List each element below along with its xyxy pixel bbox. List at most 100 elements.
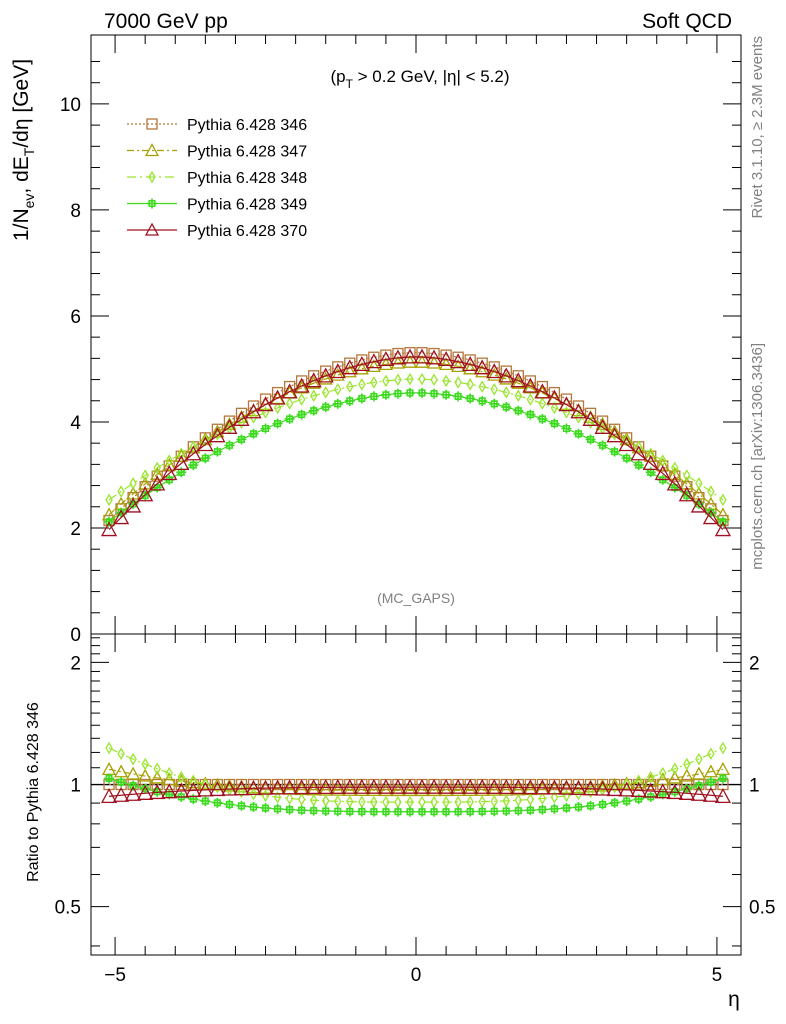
data-point <box>418 372 426 386</box>
ratio-point <box>390 783 406 797</box>
ratio-point <box>248 802 259 813</box>
ratio-point <box>514 793 523 807</box>
data-point <box>451 358 466 372</box>
ratio-point <box>165 766 173 780</box>
legend-entry: Pythia 6.428 349 <box>127 197 307 214</box>
ratio-point <box>141 757 149 771</box>
ratio-point <box>356 806 367 817</box>
ratio-point <box>222 778 237 792</box>
data-point <box>487 367 502 381</box>
data-point <box>318 371 333 385</box>
data-point <box>454 376 462 389</box>
ratio-point <box>126 766 141 780</box>
data-point <box>522 377 539 393</box>
data-point <box>392 388 403 399</box>
ratio-point <box>320 805 331 816</box>
data-point <box>249 411 258 424</box>
data-point <box>463 361 478 375</box>
data-point <box>501 402 512 413</box>
data-point <box>513 405 524 416</box>
data-point <box>489 398 500 409</box>
data-point <box>702 509 719 525</box>
ratio-point <box>125 785 142 801</box>
data-point <box>224 440 235 451</box>
ratio-line <box>108 747 724 803</box>
ratio-point <box>149 784 166 800</box>
data-point <box>582 410 599 426</box>
data-point <box>561 423 572 434</box>
ratio-point <box>236 800 247 811</box>
series-3 <box>104 387 728 527</box>
ratio-point <box>117 747 125 761</box>
data-point <box>486 363 503 379</box>
data-point <box>634 440 643 454</box>
ratio-point <box>715 761 731 775</box>
data-point <box>197 436 214 452</box>
ratio-point <box>690 785 707 801</box>
data-point <box>475 364 490 378</box>
data-point <box>683 469 691 482</box>
ratio-point <box>257 779 274 795</box>
data-point <box>428 347 440 360</box>
ratio-point <box>707 747 715 761</box>
data-point <box>416 347 428 359</box>
main-y-tick-labels: 0 2 4 6 8 10 <box>60 95 82 646</box>
ratio-point <box>344 806 355 817</box>
data-point <box>695 477 703 490</box>
legend-label: Pythia 6.428 348 <box>187 170 307 187</box>
data-point <box>466 378 474 391</box>
data-point <box>153 461 161 475</box>
data-point <box>211 423 224 435</box>
ratio-point <box>188 794 199 805</box>
ratio-point <box>667 770 682 784</box>
ratio-point <box>646 770 655 784</box>
ratio-point <box>284 804 295 815</box>
y-tick-label: 2 <box>70 519 81 540</box>
ratio-point <box>404 806 415 817</box>
ratio-point <box>309 793 318 807</box>
ratio-point <box>221 780 238 796</box>
ratio-point <box>502 794 511 808</box>
data-point <box>438 357 454 371</box>
data-point <box>221 418 238 434</box>
data-point <box>499 371 514 385</box>
y-tick-label: 4 <box>70 413 81 434</box>
ratio-point <box>308 805 319 816</box>
data-point <box>370 376 378 389</box>
data-point <box>570 403 587 419</box>
data-point <box>438 351 455 367</box>
ratio-point <box>703 764 719 778</box>
ratio-point <box>678 784 695 800</box>
data-point <box>368 351 380 363</box>
ratio-point <box>558 779 575 795</box>
ratio-point <box>538 792 547 805</box>
data-point <box>257 396 274 412</box>
y-tick-label: 6 <box>70 307 81 328</box>
ratio-point <box>401 778 419 794</box>
ratio-point <box>522 779 539 795</box>
ratio-point <box>525 805 536 816</box>
data-point <box>296 409 307 420</box>
ratio-point <box>297 793 306 806</box>
ratio-point <box>501 805 512 816</box>
ratio-y-tick-label-right: 2 <box>749 653 760 674</box>
x-tick-labels: −5 0 5 <box>104 965 722 986</box>
data-point <box>105 493 113 507</box>
data-point <box>247 400 260 412</box>
ratio-point <box>377 778 394 794</box>
ratio-point <box>321 794 330 808</box>
ratio-point <box>489 806 500 817</box>
data-point <box>633 460 644 471</box>
analysis-watermark: (MC_GAPS) <box>377 590 455 606</box>
ratio-point <box>161 783 178 799</box>
data-point <box>141 469 149 482</box>
data-point <box>125 497 142 513</box>
ratio-point <box>173 782 190 798</box>
data-point <box>151 470 163 482</box>
data-point <box>320 402 331 413</box>
data-point <box>404 387 415 398</box>
data-point <box>210 424 225 438</box>
data-point <box>538 397 547 410</box>
ratio-point <box>186 775 201 789</box>
data-point <box>245 403 262 419</box>
